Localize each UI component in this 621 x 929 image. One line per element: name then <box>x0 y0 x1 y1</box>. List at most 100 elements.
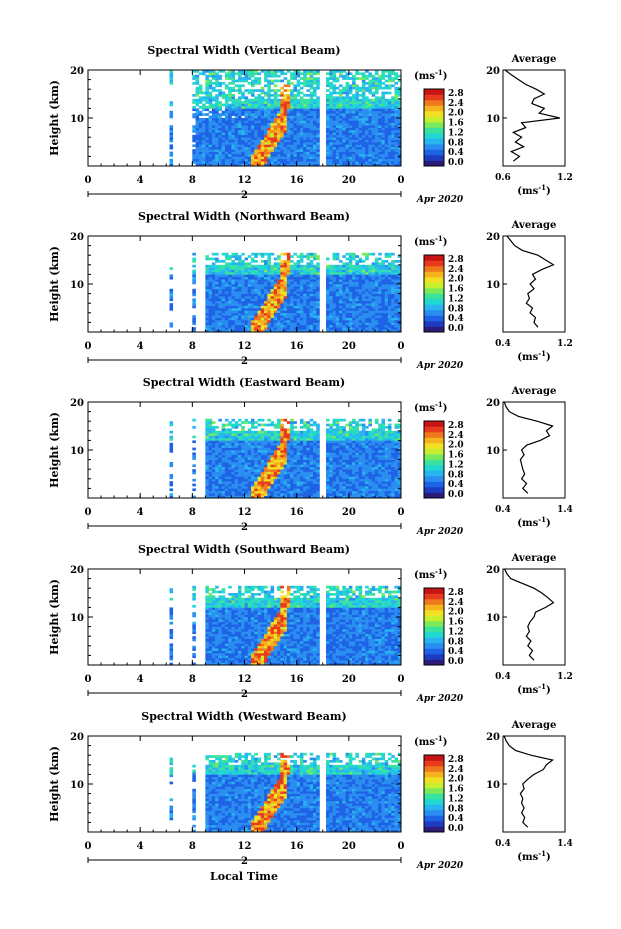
heatmap-cell <box>381 106 385 109</box>
heatmap-cell <box>387 91 392 95</box>
heatmap-cell <box>391 281 395 285</box>
heatmap-cell <box>286 142 291 145</box>
heatmap-cell <box>195 137 200 140</box>
heatmap-cell <box>348 272 353 275</box>
heatmap-cell <box>169 481 174 484</box>
heatmap-cell <box>254 488 258 492</box>
heatmap-cell <box>378 252 382 256</box>
heatmap-cell <box>264 445 268 448</box>
heatmap-cell <box>394 310 399 314</box>
heatmap-cell <box>355 103 359 107</box>
heatmap-cell <box>280 113 284 116</box>
heatmap-cell <box>215 106 219 109</box>
heatmap-cell <box>339 134 343 138</box>
heatmap-cell <box>326 84 330 88</box>
heatmap-cell <box>277 122 281 126</box>
heatmap-cell <box>394 113 399 116</box>
heatmap-cell <box>267 269 271 273</box>
heatmap-cell <box>247 127 252 131</box>
heatmap-cell <box>394 118 399 121</box>
heatmap-cell <box>316 255 320 258</box>
heatmap-cell <box>247 454 252 458</box>
heatmap-cell <box>244 267 249 270</box>
heatmap-cell <box>342 255 346 258</box>
heatmap-cell <box>254 122 258 126</box>
heatmap-cell <box>335 70 340 73</box>
heatmap-cell <box>208 462 213 465</box>
heatmap-cell <box>211 262 216 266</box>
heatmap-cell <box>244 72 249 76</box>
heatmap-cell <box>293 84 297 88</box>
heatmap-cell <box>218 296 222 299</box>
heatmap-cell <box>290 118 294 121</box>
heatmap-cell <box>257 324 262 328</box>
heatmap-cell <box>215 89 219 92</box>
heatmap-cell <box>254 442 258 446</box>
heatmap-cell <box>397 293 402 297</box>
heatmap-cell <box>264 144 268 148</box>
heatmap-cell <box>286 146 291 150</box>
x-tick-label: 16 <box>290 175 304 186</box>
heatmap-cell <box>237 464 242 468</box>
heatmap-cell <box>348 98 353 102</box>
heatmap-cell <box>358 151 363 155</box>
heatmap-cell <box>293 151 297 155</box>
heatmap-cell <box>309 132 314 136</box>
heatmap-cell <box>257 423 262 427</box>
heatmap-cell <box>339 298 343 302</box>
heatmap-cell <box>384 154 389 157</box>
heatmap-cell <box>215 483 219 487</box>
heatmap-cell <box>381 118 385 121</box>
heatmap-cell <box>241 151 245 155</box>
heatmap-cell <box>247 101 252 104</box>
heatmap-cell <box>251 161 255 164</box>
heatmap-cell <box>215 312 219 316</box>
heatmap-cell <box>290 274 294 278</box>
heatmap-cell <box>208 317 213 321</box>
heatmap-cell <box>361 130 366 133</box>
heatmap-cell <box>378 281 382 285</box>
heatmap-cell <box>368 122 372 126</box>
heatmap-cell <box>205 130 209 133</box>
heatmap-cell <box>254 457 258 460</box>
heatmap-cell <box>293 139 297 143</box>
heatmap-cell <box>355 303 359 306</box>
colorbar-swatch <box>424 144 444 150</box>
heatmap-cell <box>332 96 337 100</box>
heatmap-cell <box>234 471 239 475</box>
heatmap-cell <box>244 462 249 465</box>
heatmap-cell <box>277 130 281 133</box>
heatmap-cell <box>348 125 353 128</box>
heatmap-cell <box>264 308 268 311</box>
heatmap-cell <box>244 130 249 133</box>
heatmap-cell <box>355 77 359 80</box>
heatmap-cell <box>208 137 213 140</box>
heatmap-cell <box>309 70 314 73</box>
heatmap-cell <box>224 132 229 136</box>
heatmap-cell <box>237 156 242 160</box>
heatmap-cell <box>384 79 389 83</box>
heatmap-cell <box>231 79 236 83</box>
heatmap-cell <box>264 454 268 458</box>
heatmap-cell <box>224 115 229 119</box>
heatmap-cell <box>293 101 297 104</box>
heatmap-cell <box>273 293 278 297</box>
heatmap-cell <box>384 255 389 258</box>
heatmap-cell <box>283 137 288 140</box>
heatmap-cell <box>368 281 372 285</box>
heatmap-cell <box>251 471 255 475</box>
heatmap-cell <box>391 122 395 126</box>
heatmap-cell <box>329 267 333 270</box>
heatmap-cell <box>387 70 392 73</box>
heatmap-cell <box>260 454 265 458</box>
heatmap-cell <box>332 84 337 88</box>
heatmap-cell <box>391 310 395 314</box>
heatmap-cell <box>247 132 252 136</box>
heatmap-cell <box>345 291 350 294</box>
heatmap-cell <box>368 98 372 102</box>
heatmap-cell <box>260 151 265 155</box>
heatmap-cell <box>283 315 288 318</box>
heatmap-cell <box>365 113 369 116</box>
heatmap-cell <box>368 101 372 104</box>
heatmap-cell <box>277 483 281 487</box>
